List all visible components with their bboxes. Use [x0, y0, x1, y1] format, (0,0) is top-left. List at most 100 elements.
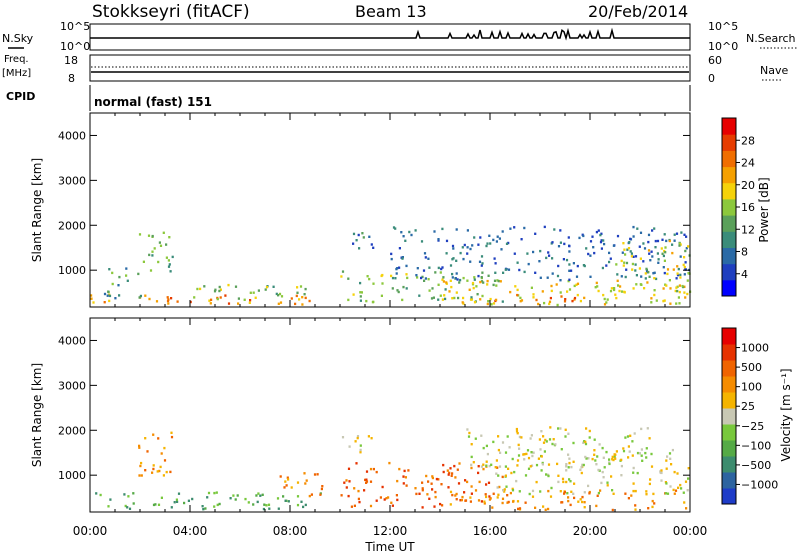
heatmap-cell: [500, 248, 503, 251]
heatmap-cell: [677, 486, 680, 489]
heatmap-cell: [629, 250, 632, 253]
heatmap-cell: [390, 252, 393, 256]
heatmap-cell: [645, 493, 648, 496]
heatmap-cell: [591, 235, 594, 238]
heatmap-cell: [368, 277, 371, 281]
heatmap-cell: [461, 495, 464, 499]
heatmap-cell: [649, 478, 652, 481]
heatmap-cell: [640, 448, 643, 451]
colorbar-segment: [722, 263, 736, 281]
heatmap-cell: [364, 478, 367, 482]
heatmap-cell: [341, 270, 345, 273]
heatmap-cell: [679, 243, 682, 246]
heatmap-cell: [372, 246, 375, 249]
heatmap-cell: [151, 250, 154, 253]
heatmap-cell: [296, 286, 299, 289]
heatmap-cell: [480, 255, 484, 258]
heatmap-cell: [679, 483, 682, 487]
heatmap-cell: [568, 269, 571, 272]
heatmap-cell: [451, 472, 454, 475]
heatmap-cell: [571, 299, 574, 303]
heatmap-cell: [396, 479, 399, 483]
heatmap-cell: [638, 245, 641, 248]
heatmap-cell: [286, 476, 289, 479]
heatmap-cell: [557, 245, 561, 248]
heatmap-cell: [534, 506, 537, 509]
heatmap-cell: [631, 268, 634, 271]
heatmap-cell: [542, 441, 546, 444]
heatmap-cell: [437, 298, 440, 301]
heatmap-cell: [644, 272, 647, 275]
heatmap-cell: [163, 459, 167, 462]
heatmap-cell: [355, 239, 358, 242]
heatmap-cell: [664, 283, 667, 286]
heatmap-cell: [549, 495, 553, 498]
heatmap-cell: [563, 492, 566, 495]
heatmap-cell: [645, 456, 648, 459]
heatmap-cell: [492, 492, 495, 495]
heatmap-cell: [405, 484, 408, 487]
heatmap-cell: [572, 492, 575, 495]
heatmap-cell: [279, 301, 283, 304]
heatmap-cell: [380, 294, 383, 297]
heatmap-cell: [486, 283, 489, 286]
heatmap-cell: [639, 257, 642, 260]
heatmap-cell: [287, 478, 290, 481]
heatmap-cell: [584, 455, 587, 459]
heatmap-cell: [562, 480, 565, 484]
heatmap-cell: [683, 291, 686, 294]
heatmap-cell: [455, 259, 458, 262]
heatmap-cell: [138, 233, 142, 236]
heatmap-cell: [372, 467, 375, 471]
heatmap-cell: [523, 458, 526, 461]
heatmap-cell: [219, 288, 222, 291]
heatmap-cell: [653, 277, 656, 280]
heatmap-cell: [530, 451, 533, 454]
heatmap-cell: [687, 477, 690, 480]
heatmap-cell: [209, 302, 212, 305]
heatmap-cell: [593, 438, 596, 441]
heatmap-cell: [162, 231, 165, 234]
heatmap-cell: [687, 245, 690, 248]
heatmap-cell: [676, 285, 679, 288]
heatmap-cell: [353, 487, 356, 490]
heatmap-cell: [254, 296, 257, 299]
heatmap-cell: [613, 288, 616, 292]
heatmap-cell: [496, 235, 499, 238]
heatmap-cell: [486, 279, 489, 283]
heatmap-cell: [647, 240, 650, 244]
heatmap-cell: [568, 478, 571, 481]
heatmap-cell: [398, 247, 401, 250]
heatmap-cell: [414, 487, 417, 490]
velocity-heatmap: [95, 426, 690, 512]
heatmap-cell: [678, 244, 681, 247]
heatmap-cell: [686, 489, 689, 492]
heatmap-cell: [642, 260, 645, 263]
heatmap-cell: [421, 275, 424, 279]
heatmap-cell: [139, 294, 142, 298]
heatmap-cell: [504, 268, 507, 271]
heatmap-cell: [565, 480, 568, 484]
heatmap-cell: [579, 498, 582, 501]
heatmap-cell: [477, 465, 480, 468]
heatmap-cell: [650, 297, 653, 300]
heatmap-cell: [173, 501, 176, 504]
heatmap-cell: [483, 502, 486, 505]
heatmap-cell: [452, 247, 455, 250]
heatmap-cell: [103, 292, 107, 296]
heatmap-cell: [653, 227, 656, 230]
heatmap-cell: [470, 492, 473, 495]
heatmap-cell: [666, 492, 670, 495]
heatmap-cell: [108, 294, 112, 298]
heatmap-cell: [482, 467, 485, 471]
heatmap-cell: [524, 501, 527, 504]
heatmap-cell: [494, 271, 497, 274]
heatmap-cell: [457, 296, 460, 300]
heatmap-cell: [487, 274, 490, 277]
heatmap-cell: [402, 475, 405, 478]
heatmap-cell: [193, 296, 196, 299]
heatmap-cell: [624, 492, 627, 495]
heatmap-cell: [451, 244, 455, 248]
colorbar-segment: [722, 456, 736, 473]
heatmap-cell: [441, 504, 444, 507]
